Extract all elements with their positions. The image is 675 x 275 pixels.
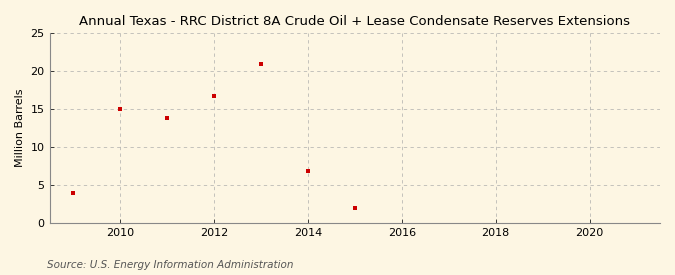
Point	[115, 107, 126, 111]
Point	[209, 94, 219, 98]
Point	[302, 169, 313, 173]
Point	[161, 116, 172, 120]
Point	[68, 191, 78, 195]
Point	[255, 62, 266, 66]
Y-axis label: Million Barrels: Million Barrels	[15, 89, 25, 167]
Title: Annual Texas - RRC District 8A Crude Oil + Lease Condensate Reserves Extensions: Annual Texas - RRC District 8A Crude Oil…	[79, 15, 630, 28]
Text: Source: U.S. Energy Information Administration: Source: U.S. Energy Information Administ…	[47, 260, 294, 270]
Point	[350, 206, 360, 210]
